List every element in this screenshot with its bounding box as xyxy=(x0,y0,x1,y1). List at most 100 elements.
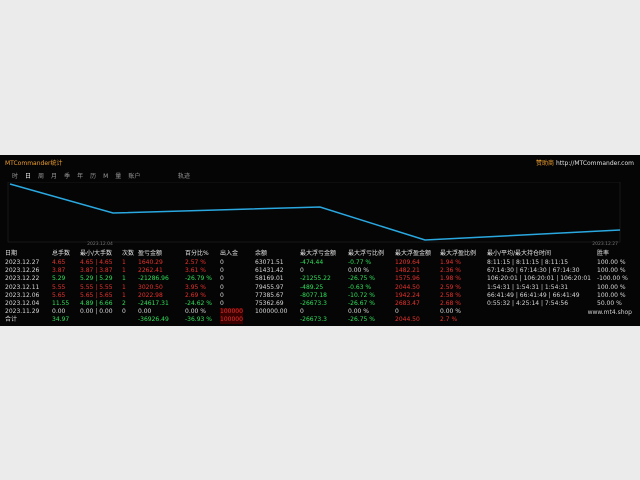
table-cell: 1575.96 xyxy=(395,275,420,283)
table-cell: 0 xyxy=(220,283,224,291)
table-cell: 1 xyxy=(122,259,126,266)
table-cell: -10.72 % xyxy=(348,291,375,299)
table-cell: 0 xyxy=(220,259,224,266)
table-cell: 0 xyxy=(220,267,224,275)
tab[interactable]: 周 xyxy=(38,173,45,180)
column-header: 最小/大手数 xyxy=(80,250,113,257)
column-header: 次数 xyxy=(122,250,135,257)
tab[interactable]: M xyxy=(103,173,109,180)
table-cell: -8077.18 xyxy=(300,291,327,299)
table-cell: 63071.51 xyxy=(255,259,284,266)
table-cell: 1482.21 xyxy=(395,267,420,275)
table-cell: 5.29 | 5.29 xyxy=(80,275,113,283)
table-cell: -26.75 % xyxy=(348,275,375,283)
sponsor-link[interactable]: http://MTCommander.com xyxy=(555,160,634,167)
table-cell: 3.87 | 3.87 xyxy=(80,267,113,275)
table-cell: 2683.47 xyxy=(395,300,420,307)
chart-end-date: 2023.12.27 xyxy=(592,241,618,247)
tab[interactable]: 月 xyxy=(51,173,58,180)
column-header: 最大浮亏比例 xyxy=(348,250,385,257)
column-header: 出入金 xyxy=(220,250,239,257)
tab[interactable]: 时 xyxy=(12,173,19,180)
table-cell: 67:14:30 | 67:14:30 | 67:14:30 xyxy=(487,267,580,275)
table-cell: 4.65 xyxy=(52,259,66,266)
table-cell: 0.00 % xyxy=(348,308,369,316)
tab[interactable]: 年 xyxy=(77,173,84,180)
tab[interactable]: 量 xyxy=(115,173,122,180)
column-header: 最大浮亏金额 xyxy=(300,250,337,257)
table-cell: 1 xyxy=(122,267,126,275)
table-cell: 4.89 | 6.66 xyxy=(80,300,113,307)
column-header: 余额 xyxy=(255,250,268,257)
table-cell: 2023.12.11 xyxy=(5,283,40,291)
table-cell: 106:20:01 | 106:20:01 | 106:20:01 xyxy=(487,275,591,283)
table-cell: -26.67 % xyxy=(348,300,375,307)
table-cell: -26673.3 xyxy=(300,316,327,324)
column-header: 胜率 xyxy=(597,250,610,257)
table-cell: 0 xyxy=(220,291,224,299)
table-cell: 66:41:49 | 66:41:49 | 66:41:49 xyxy=(487,291,580,299)
balance-chart: 2023.12.04 2023.12.27 xyxy=(7,182,621,247)
table-cell: 100.00 % xyxy=(597,291,626,299)
tab[interactable]: 日 xyxy=(25,173,32,180)
table-cell: 1 xyxy=(122,283,126,291)
table-cell: 1640.29 xyxy=(138,259,163,266)
table-cell: 2.68 % xyxy=(440,300,461,307)
tab-bar: 时日周月季年历 M 量账户 xyxy=(12,173,140,181)
table-cell: 5.55 xyxy=(52,283,66,291)
table-cell: 100.00 % xyxy=(597,259,626,266)
table-cell: -36926.49 xyxy=(138,316,169,324)
column-header: 盈亏金额 xyxy=(138,250,163,257)
table-cell: 0.00 % xyxy=(185,308,206,316)
table-cell: 2044.50 xyxy=(395,283,420,291)
table-cell: -24.62 % xyxy=(185,300,212,307)
table-cell: -26.75 % xyxy=(348,316,375,324)
table-cell: 3.87 xyxy=(52,267,66,275)
table-cell: 2.59 % xyxy=(440,283,461,291)
table-cell: 2022.98 xyxy=(138,291,163,299)
table-cell: 77385.67 xyxy=(255,291,284,299)
table-cell: -21255.22 xyxy=(300,275,331,283)
table-cell: 100000.00 xyxy=(255,308,288,316)
column-header: 最小/平均/最大持仓时间 xyxy=(487,250,552,257)
table-cell: 2262.41 xyxy=(138,267,163,275)
table-cell: 0 xyxy=(395,308,399,316)
table-cell: 2.58 % xyxy=(440,291,461,299)
table-cell: 0.00 % xyxy=(440,308,461,316)
chart-frame xyxy=(7,182,621,243)
table-cell: 0 xyxy=(220,275,224,283)
table-cell: 2023.12.06 xyxy=(5,291,40,299)
table-cell: -21286.96 xyxy=(138,275,169,283)
table-cell: 100.00 % xyxy=(597,283,626,291)
table-cell: 2023.12.04 xyxy=(5,300,40,307)
table-cell: 50.00 % xyxy=(597,300,622,307)
table-cell: 2.57 % xyxy=(185,259,206,266)
table-cell: -489.25 xyxy=(300,283,324,291)
table-cell: 2 xyxy=(122,300,126,307)
tab[interactable]: 历 xyxy=(90,173,97,180)
table-cell: -26.79 % xyxy=(185,275,212,283)
column-header: 总手数 xyxy=(52,250,71,257)
track-button[interactable]: 轨迹 xyxy=(178,173,191,180)
table-cell: 2023.12.22 xyxy=(5,275,40,283)
table-cell: 58169.01 xyxy=(255,275,284,283)
tab[interactable]: 账户 xyxy=(128,173,141,180)
table-cell: 79455.97 xyxy=(255,283,284,291)
table-cell: 5.29 xyxy=(52,275,66,283)
chart-start-date: 2023.12.04 xyxy=(87,241,113,247)
table-cell: 100000 xyxy=(220,316,243,325)
table-cell: 0.00 xyxy=(138,308,152,316)
sponsor: 赞助商 http://MTCommander.com xyxy=(536,160,634,168)
tab[interactable]: 季 xyxy=(64,173,71,180)
table-cell: 75362.69 xyxy=(255,300,284,307)
table-cell: 2023.12.27 xyxy=(5,259,40,266)
table-cell: 1942.24 xyxy=(395,291,420,299)
column-header: 最大浮盈金额 xyxy=(395,250,432,257)
table-cell: 0.00 | 0.00 xyxy=(80,308,113,316)
table-cell: 5.55 | 5.55 xyxy=(80,283,113,291)
table-cell: 0.00 % xyxy=(348,267,369,275)
table-cell: 1 xyxy=(122,275,126,283)
table-cell: 0 xyxy=(300,308,304,316)
table-cell: 3020.50 xyxy=(138,283,163,291)
